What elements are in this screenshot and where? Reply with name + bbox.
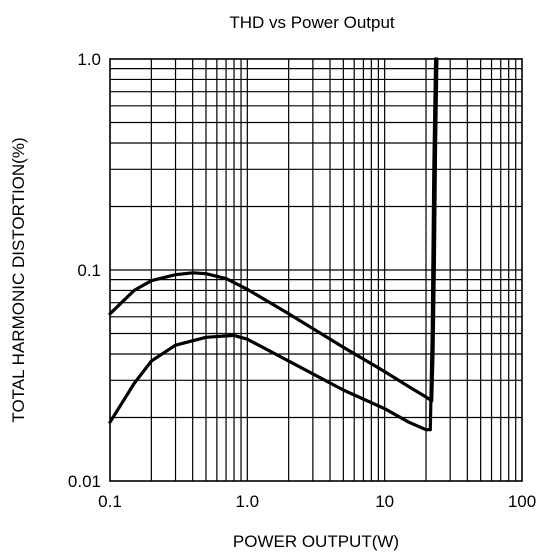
plot-frame [109, 58, 523, 482]
y-tick-label: 0.01 [68, 472, 101, 491]
series-layer [108, 57, 439, 432]
y-tick-label: 1.0 [77, 50, 101, 69]
series-line-2 [108, 57, 438, 432]
chart-title: THD vs Power Output [229, 13, 395, 32]
x-tick-label: 0.1 [98, 492, 122, 511]
series-line-1 [108, 57, 439, 403]
grid [110, 59, 522, 481]
x-tick-label: 10 [375, 492, 394, 511]
y-axis-label: TOTAL HARMONIC DISTORTION(%) [9, 137, 28, 422]
y-tick-label: 0.1 [77, 261, 101, 280]
x-axis-label: POWER OUTPUT(W) [233, 532, 399, 551]
x-tick-label: 100 [508, 492, 536, 511]
x-tick-label: 1.0 [236, 492, 260, 511]
